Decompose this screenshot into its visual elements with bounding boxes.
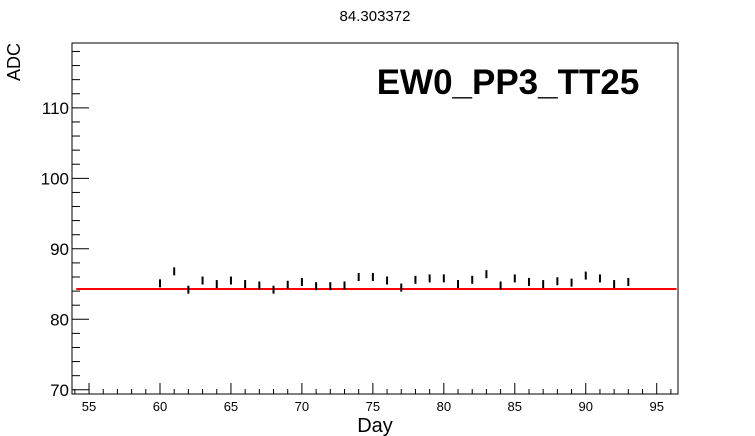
channel-annotation: EW0_PP3_TT25 [377,63,640,102]
y-tick-label: 70 [50,381,69,400]
y-tick-label: 100 [41,169,69,188]
data-points [158,267,630,294]
x-tick-label: 95 [649,399,663,414]
x-tick-label: 90 [579,399,593,414]
chart-title: 84.303372 [340,8,411,25]
x-axis-label: Day [357,415,393,436]
x-tick-label: 70 [295,399,309,414]
x-tick-label: 75 [366,399,380,414]
y-tick-label: 90 [50,240,69,259]
x-tick-label: 55 [82,399,96,414]
plot-frame [71,42,679,395]
x-tick-label: 85 [508,399,522,414]
x-tick-label: 60 [153,399,167,414]
x-tick-label: 65 [224,399,238,414]
y-tick-label: 80 [50,310,69,329]
axis-ticks: 55 60 65 70 75 80 85 90 95 70 80 90 100 110 [41,50,672,414]
y-tick-label: 110 [42,99,69,118]
y-axis-label: ADC [4,43,24,81]
x-tick-label: 80 [437,399,451,414]
